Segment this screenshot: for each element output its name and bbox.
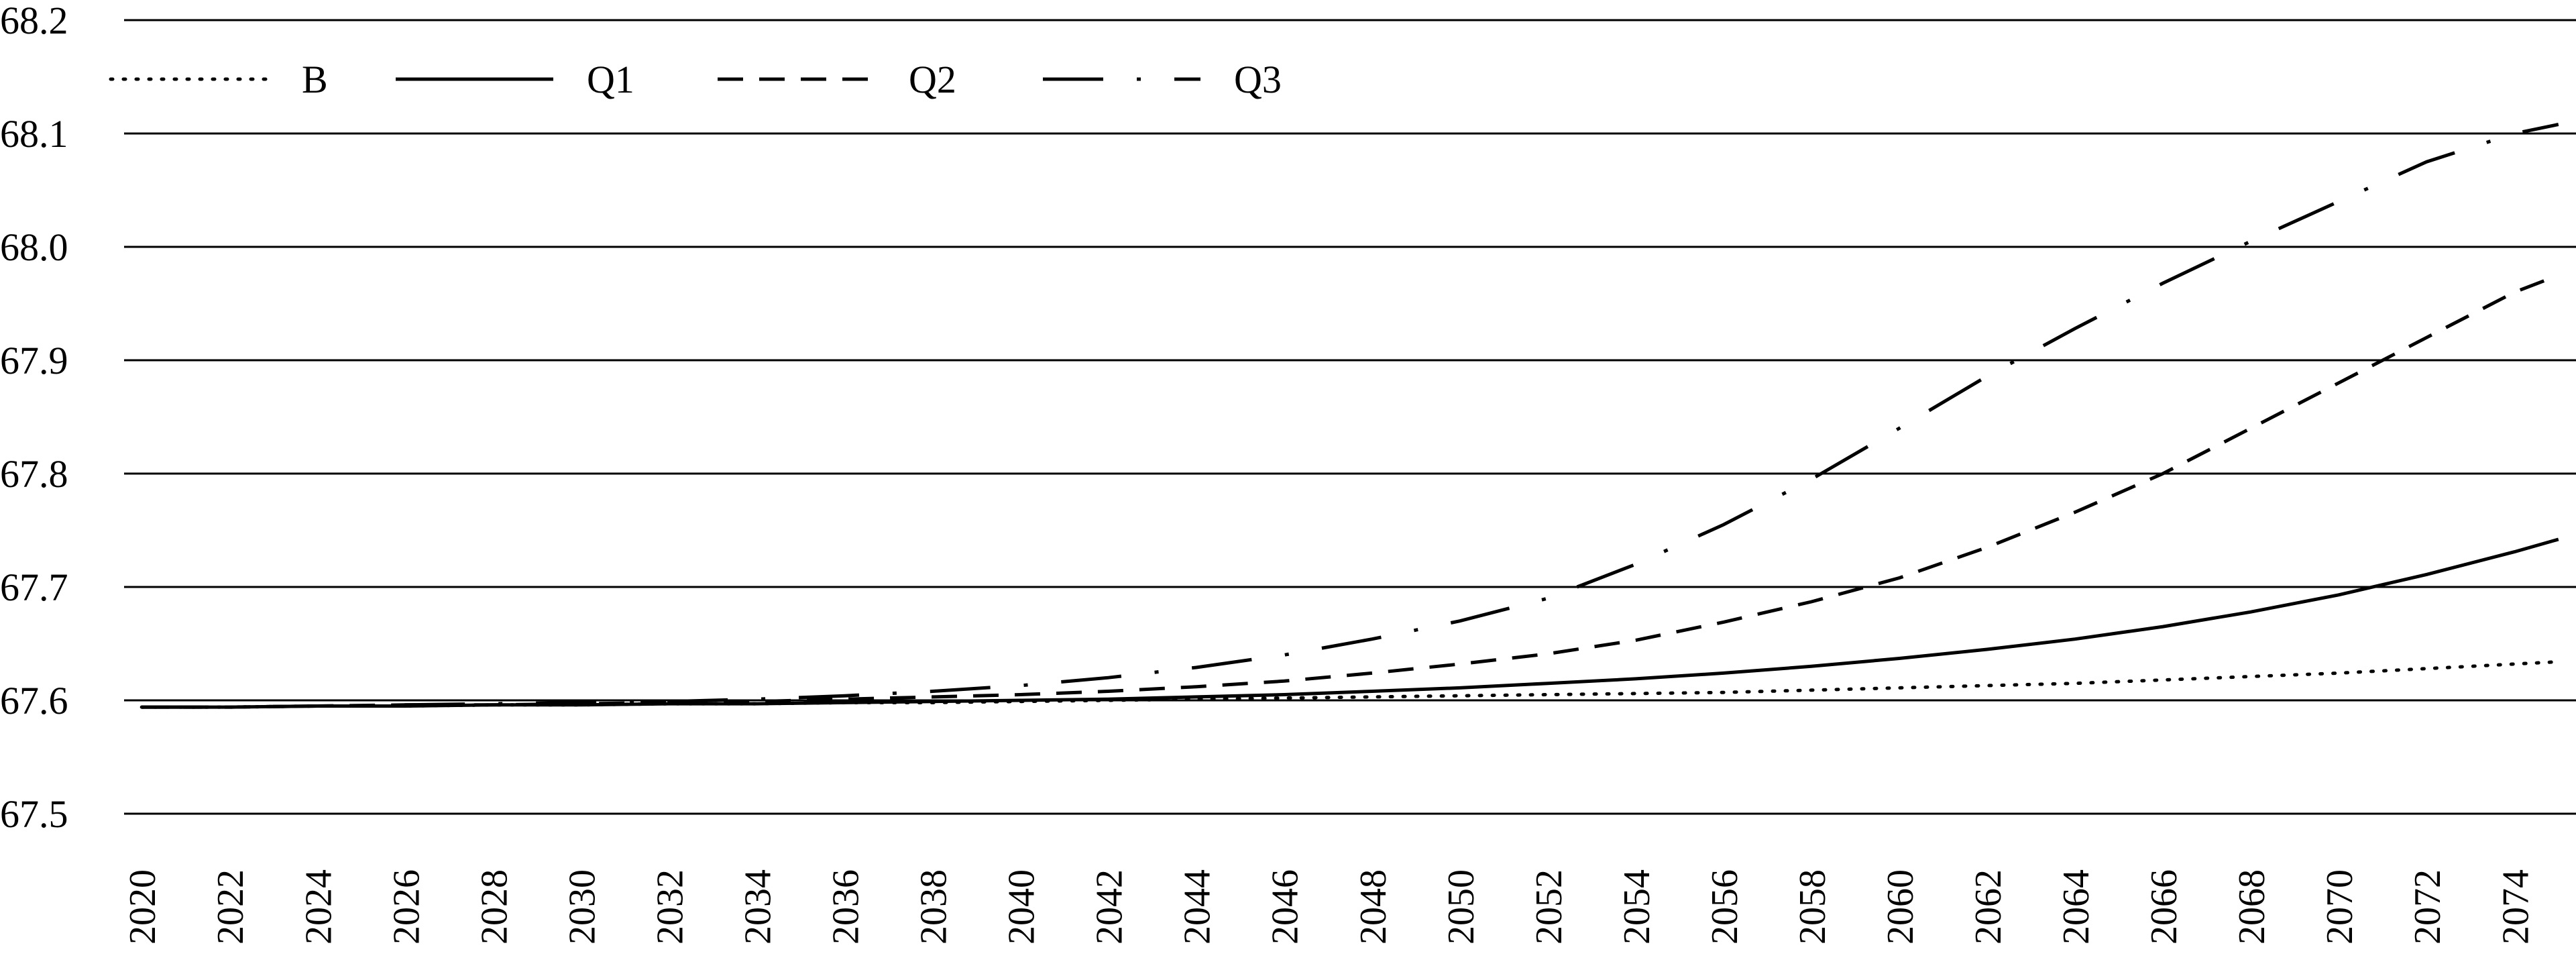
x-tick-label: 2032 [649,869,691,945]
x-tick-label: 2060 [1880,869,1921,945]
x-tick-label: 2028 [473,869,515,945]
series-line-q2 [142,273,2559,709]
x-tick-label: 2040 [1001,869,1043,945]
x-tick-label: 2070 [2319,869,2361,945]
y-tick-label: 67.9 [0,339,68,382]
gridlines [124,19,2576,815]
x-tick-label: 2036 [826,869,867,945]
y-tick-label: 67.7 [0,565,68,609]
x-tick-label: 2066 [2143,869,2185,945]
x-tick-label: 2056 [1704,869,1746,945]
y-tick-label: 68.1 [0,112,68,156]
x-tick-label: 2058 [1792,869,1834,945]
x-tick-label: 2068 [2231,869,2273,945]
y-axis-tick-labels: 67.5 67.6 67.7 67.8 67.9 68.0 68.1 68.2 [0,0,68,836]
legend-label-q2: Q2 [909,58,956,101]
x-tick-label: 2046 [1265,869,1306,945]
legend-label-q1: Q1 [587,58,634,101]
x-tick-label: 2044 [1177,869,1219,945]
x-tick-label: 2064 [2056,869,2097,945]
legend: B Q1 Q2 Q3 [109,58,1282,101]
x-axis-tick-labels: 2020 2022 2024 2026 2028 2030 2032 2034 2036 2038… [122,869,2536,945]
y-tick-label: 67.5 [0,792,68,836]
x-tick-label: 2042 [1089,869,1131,945]
x-tick-label: 2048 [1353,869,1394,945]
series-line-q1 [142,537,2559,709]
x-tick-label: 2030 [561,869,603,945]
series-line-q3 [142,123,2559,709]
x-tick-label: 2050 [1441,869,1482,945]
x-tick-label: 2074 [2495,869,2536,945]
series-lines [139,123,2561,709]
x-tick-label: 2062 [1968,869,2009,945]
x-tick-label: 2020 [122,869,164,945]
legend-label-q3: Q3 [1234,58,1282,101]
x-tick-label: 2024 [298,869,339,945]
x-tick-label: 2072 [2407,869,2449,945]
y-tick-label: 68.0 [0,225,68,269]
x-tick-label: 2052 [1528,869,1570,945]
x-tick-label: 2054 [1616,869,1658,945]
x-tick-label: 2034 [737,869,779,945]
x-tick-label: 2038 [913,869,955,945]
y-tick-label: 68.2 [0,0,68,42]
x-tick-label: 2026 [386,869,427,945]
legend-label-b: B [302,58,328,101]
x-tick-label: 2022 [210,869,251,945]
y-tick-label: 67.6 [0,679,68,722]
y-tick-label: 67.8 [0,452,68,496]
